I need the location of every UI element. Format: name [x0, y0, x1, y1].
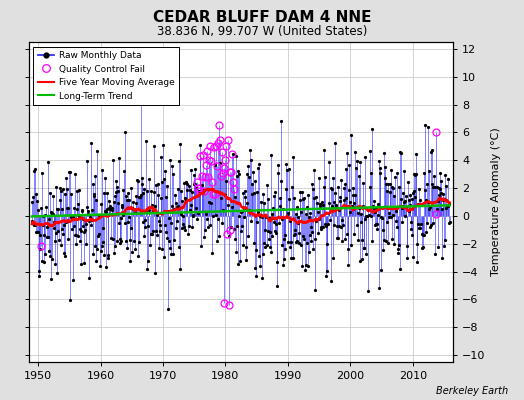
- Text: 38.836 N, 99.707 W (United States): 38.836 N, 99.707 W (United States): [157, 25, 367, 38]
- Text: CEDAR BLUFF DAM 4 NNE: CEDAR BLUFF DAM 4 NNE: [153, 10, 371, 25]
- Legend: Raw Monthly Data, Quality Control Fail, Five Year Moving Average, Long-Term Tren: Raw Monthly Data, Quality Control Fail, …: [34, 46, 179, 105]
- Text: Berkeley Earth: Berkeley Earth: [436, 386, 508, 396]
- Y-axis label: Temperature Anomaly (°C): Temperature Anomaly (°C): [491, 128, 501, 276]
